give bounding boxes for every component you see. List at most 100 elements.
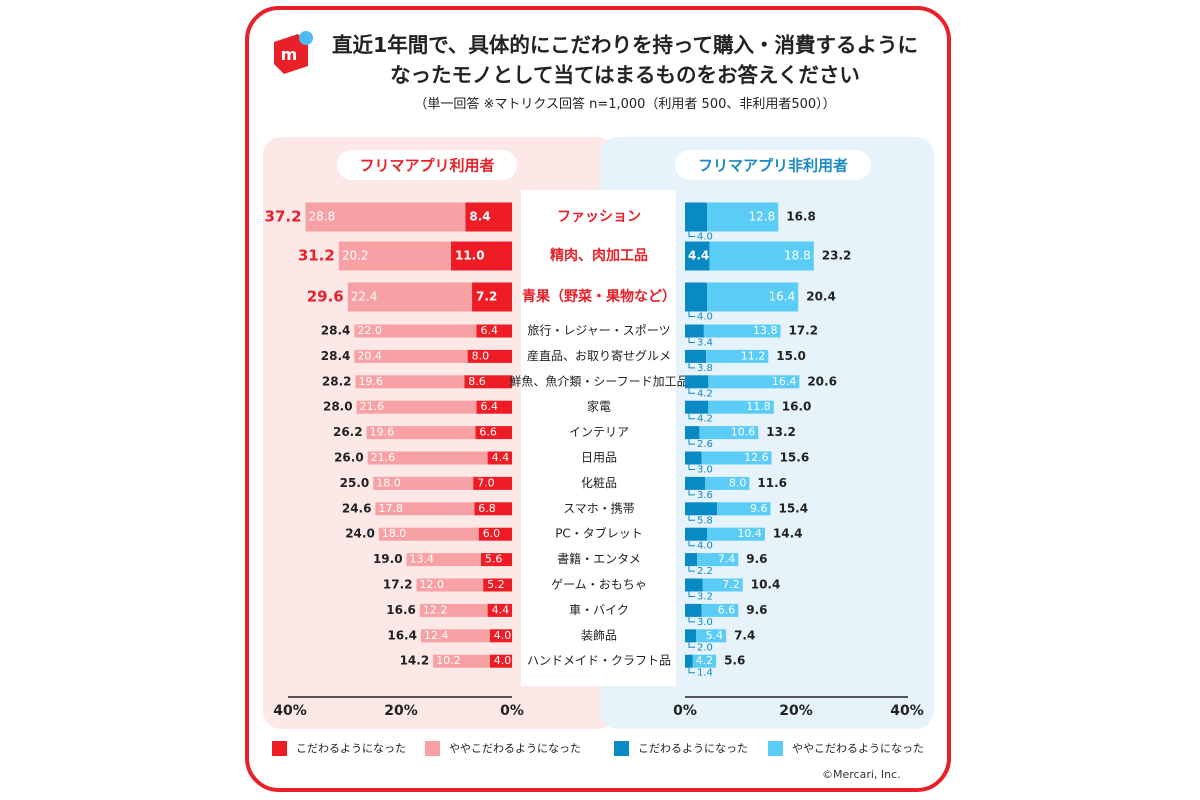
category-label: 日用品	[581, 451, 617, 465]
users-total-value: 16.4	[387, 628, 417, 642]
nonusers-strong-value: 3.8	[697, 363, 713, 374]
users-strong-value: 8.0	[472, 349, 490, 362]
nonusers-strong-bar	[685, 324, 704, 338]
users-strong-value: 6.6	[479, 426, 497, 439]
nonusers-strong-value: 4.4	[688, 249, 709, 263]
legend-users-strong-label: こだわるようになった	[296, 742, 406, 755]
category-label: 書籍・エンタメ	[557, 551, 641, 566]
users-total-value: 28.4	[321, 324, 351, 338]
nonusers-mild-value: 8.0	[729, 476, 747, 489]
users-strong-value: 7.0	[477, 476, 495, 489]
nonusers-strong-value: 3.4	[697, 338, 713, 349]
users-strong-bar	[476, 400, 512, 414]
users-strong-bar	[467, 349, 512, 363]
users-strong-bar	[465, 202, 512, 232]
nonusers-strong-bar	[685, 476, 705, 490]
users-mild-bar	[420, 629, 490, 643]
svg-text:m: m	[281, 45, 298, 64]
nonusers-strong-value: 4.0	[697, 541, 713, 552]
nonusers-strong-bar	[685, 502, 718, 516]
users-mild-bar	[354, 324, 477, 338]
nonusers-total-value: 9.6	[746, 552, 767, 566]
nonusers-strong-value: 3.0	[697, 617, 713, 628]
users-total-value: 29.6	[307, 288, 344, 306]
users-mild-bar	[378, 527, 479, 541]
users-strong-value: 6.0	[483, 527, 501, 540]
nonusers-strong-value: 2.0	[697, 642, 713, 653]
nonusers-total-value: 7.4	[734, 628, 755, 642]
users-strong-bar	[450, 241, 512, 271]
users-total-value: 31.2	[298, 247, 335, 265]
nonusers-strong-bar	[685, 426, 700, 440]
nonusers-total-value: 15.4	[778, 501, 808, 515]
nonusers-strong-bar	[685, 553, 698, 567]
nonusers-strong-callout	[688, 439, 695, 445]
nonusers-mild-bar	[708, 400, 774, 414]
chart-title-line2: なったモノとして当てはまるものをお答えください	[390, 63, 860, 87]
nonusers-mild-bar	[699, 426, 759, 440]
users-mild-bar	[375, 502, 475, 516]
nonusers-strong-bar	[685, 578, 703, 592]
nonusers-strong-value: 4.0	[697, 232, 713, 243]
users-total-value: 14.2	[400, 654, 430, 668]
users-total-value: 19.0	[373, 552, 403, 566]
nonusers-strong-value: 2.6	[697, 439, 713, 450]
nonusers-strong-bar	[685, 603, 702, 617]
users-strong-value: 5.2	[487, 578, 505, 591]
nonusers-strong-value: 4.2	[697, 414, 713, 425]
chart-title: 直近1年間で、具体的にこだわりを持って購入・消費するように なったモノとして当て…	[325, 30, 925, 90]
users-strong-bar	[483, 578, 512, 592]
category-label: 車・バイク	[569, 603, 629, 617]
nonusers-strong-callout	[688, 311, 695, 317]
users-panel-title: フリマアプリ利用者	[359, 157, 494, 175]
users-total-value: 17.2	[383, 578, 413, 592]
users-mild-value: 20.4	[357, 349, 382, 362]
nonusers-strong-value: 2.2	[697, 566, 713, 577]
nonusers-strong-bar	[685, 375, 709, 389]
nonusers-x-tick-label: 0%	[673, 703, 697, 719]
nonusers-strong-value: 5.8	[697, 515, 713, 526]
nonusers-strong-callout	[688, 591, 695, 597]
legend-nonusers-mild-swatch	[768, 741, 783, 756]
nonusers-mild-value: 6.6	[718, 603, 736, 616]
nonusers-total-value: 20.4	[806, 290, 836, 304]
users-strong-bar	[487, 451, 512, 465]
nonusers-total-value: 15.0	[776, 349, 806, 363]
users-strong-value: 4.4	[492, 603, 510, 616]
nonusers-mild-value: 13.8	[753, 324, 778, 337]
users-strong-value: 6.4	[480, 400, 498, 413]
users-mild-bar	[305, 202, 466, 232]
nonusers-mild-value: 4.2	[696, 654, 714, 667]
nonusers-strong-callout	[688, 515, 695, 521]
nonusers-mild-value: 11.8	[746, 400, 771, 413]
nonusers-strong-value: 1.4	[697, 668, 713, 679]
users-strong-bar	[478, 527, 512, 541]
nonusers-strong-callout	[688, 464, 695, 470]
users-mild-value: 22.4	[351, 290, 378, 304]
nonusers-total-value: 16.0	[782, 400, 812, 414]
nonusers-strong-callout	[688, 489, 695, 496]
nonusers-mild-value: 16.4	[769, 290, 796, 304]
nonusers-mild-bar	[706, 349, 769, 363]
users-strong-bar	[480, 553, 512, 567]
nonusers-mild-value: 12.8	[749, 210, 776, 224]
category-label: 鮮魚、魚介類・シーフード加工品	[509, 374, 688, 388]
users-strong-bar	[472, 282, 512, 312]
users-total-value: 37.2	[265, 208, 302, 226]
nonusers-mild-bar	[707, 202, 779, 232]
nonusers-strong-value: 3.2	[697, 592, 713, 603]
users-total-value: 28.2	[322, 374, 352, 388]
category-label: 精肉、肉加工品	[550, 247, 648, 264]
category-label: PC・タブレット	[555, 526, 643, 541]
nonusers-mild-value: 11.2	[741, 349, 766, 362]
users-mild-value: 12.2	[423, 603, 448, 616]
users-mild-value: 21.6	[371, 451, 396, 464]
users-mild-value: 19.6	[358, 375, 383, 388]
nonusers-strong-callout	[688, 337, 695, 343]
nonusers-panel-bg	[600, 137, 934, 729]
users-mild-bar	[347, 282, 473, 312]
users-mild-value: 20.2	[342, 249, 369, 263]
category-label: 装飾品	[581, 628, 617, 642]
category-label: 家電	[587, 399, 611, 414]
